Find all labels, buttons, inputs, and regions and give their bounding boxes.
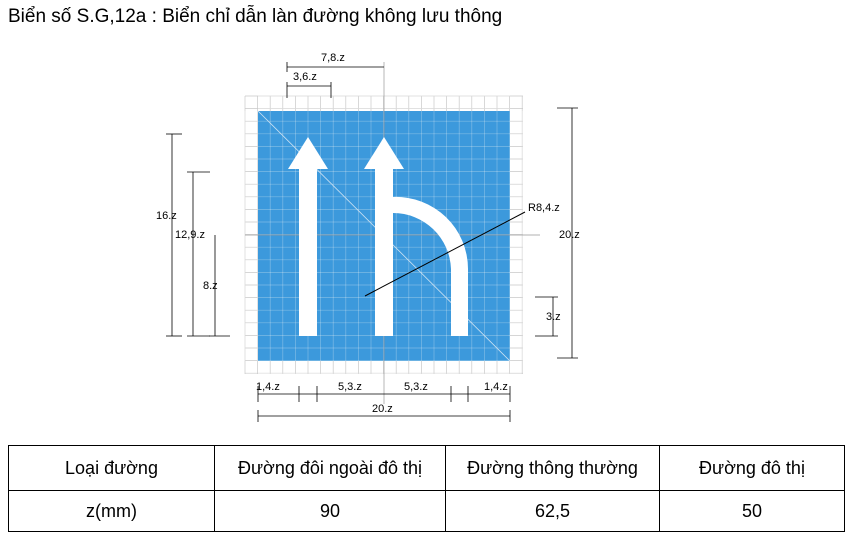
top-dimensions (286, 62, 384, 98)
dim-bottom-mid-left: 5,3.z (338, 381, 362, 393)
arrow-shaft (375, 169, 393, 336)
table-header-cell: Đường thông thường (445, 445, 660, 491)
table-header-row: Loại đường Đường đôi ngoài đô thị Đường … (8, 445, 845, 491)
table-header-cell: Đường đô thị (659, 445, 845, 491)
arrow-head (288, 137, 328, 169)
radius-leader (364, 211, 526, 297)
straight-arrow (288, 137, 328, 336)
curve-lane (393, 196, 468, 336)
dim-top-inner: 3,6.z (293, 71, 317, 83)
table-header-cell: Loại đường (8, 445, 215, 491)
right-dimensions (535, 107, 578, 359)
sign-diagram: R8,4.z 7,8.z 3,6.z 16.z 12,9.z 8.z 20.z … (156, 52, 580, 422)
page-title: Biển số S.G,12a : Biển chỉ dẫn làn đường… (8, 6, 503, 27)
table-header-cell: Đường đôi ngoài đô thị (214, 445, 446, 491)
dim-left-middle: 12,9.z (175, 229, 205, 241)
dim-right-small: 3.z (546, 311, 561, 323)
curved-lane-arrow (364, 137, 468, 336)
dim-bottom-mid-right: 5,3.z (404, 381, 428, 393)
dim-left-outer: 16.z (156, 210, 177, 222)
dim-right-total: 20.z (559, 229, 580, 241)
table-cell: 50 (659, 490, 845, 532)
dim-bottom-right: 1,4.z (484, 381, 508, 393)
table-cell: 62,5 (445, 490, 660, 532)
dim-bottom-total: 20.z (372, 403, 393, 415)
table-cell: 90 (214, 490, 446, 532)
dim-bottom-left: 1,4.z (256, 381, 280, 393)
left-dimensions (166, 133, 230, 337)
dim-left-inner: 8.z (203, 280, 218, 292)
arrow-head (364, 137, 404, 169)
table-row: z(mm) 90 62,5 50 (8, 490, 845, 532)
table-cell: z(mm) (8, 490, 215, 532)
bottom-dimensions (257, 386, 511, 422)
dim-top-outer: 7,8.z (321, 52, 345, 64)
radius-label: R8,4.z (528, 202, 560, 214)
spec-table: Loại đường Đường đôi ngoài đô thị Đường … (8, 445, 845, 532)
arrow-shaft (299, 169, 317, 336)
